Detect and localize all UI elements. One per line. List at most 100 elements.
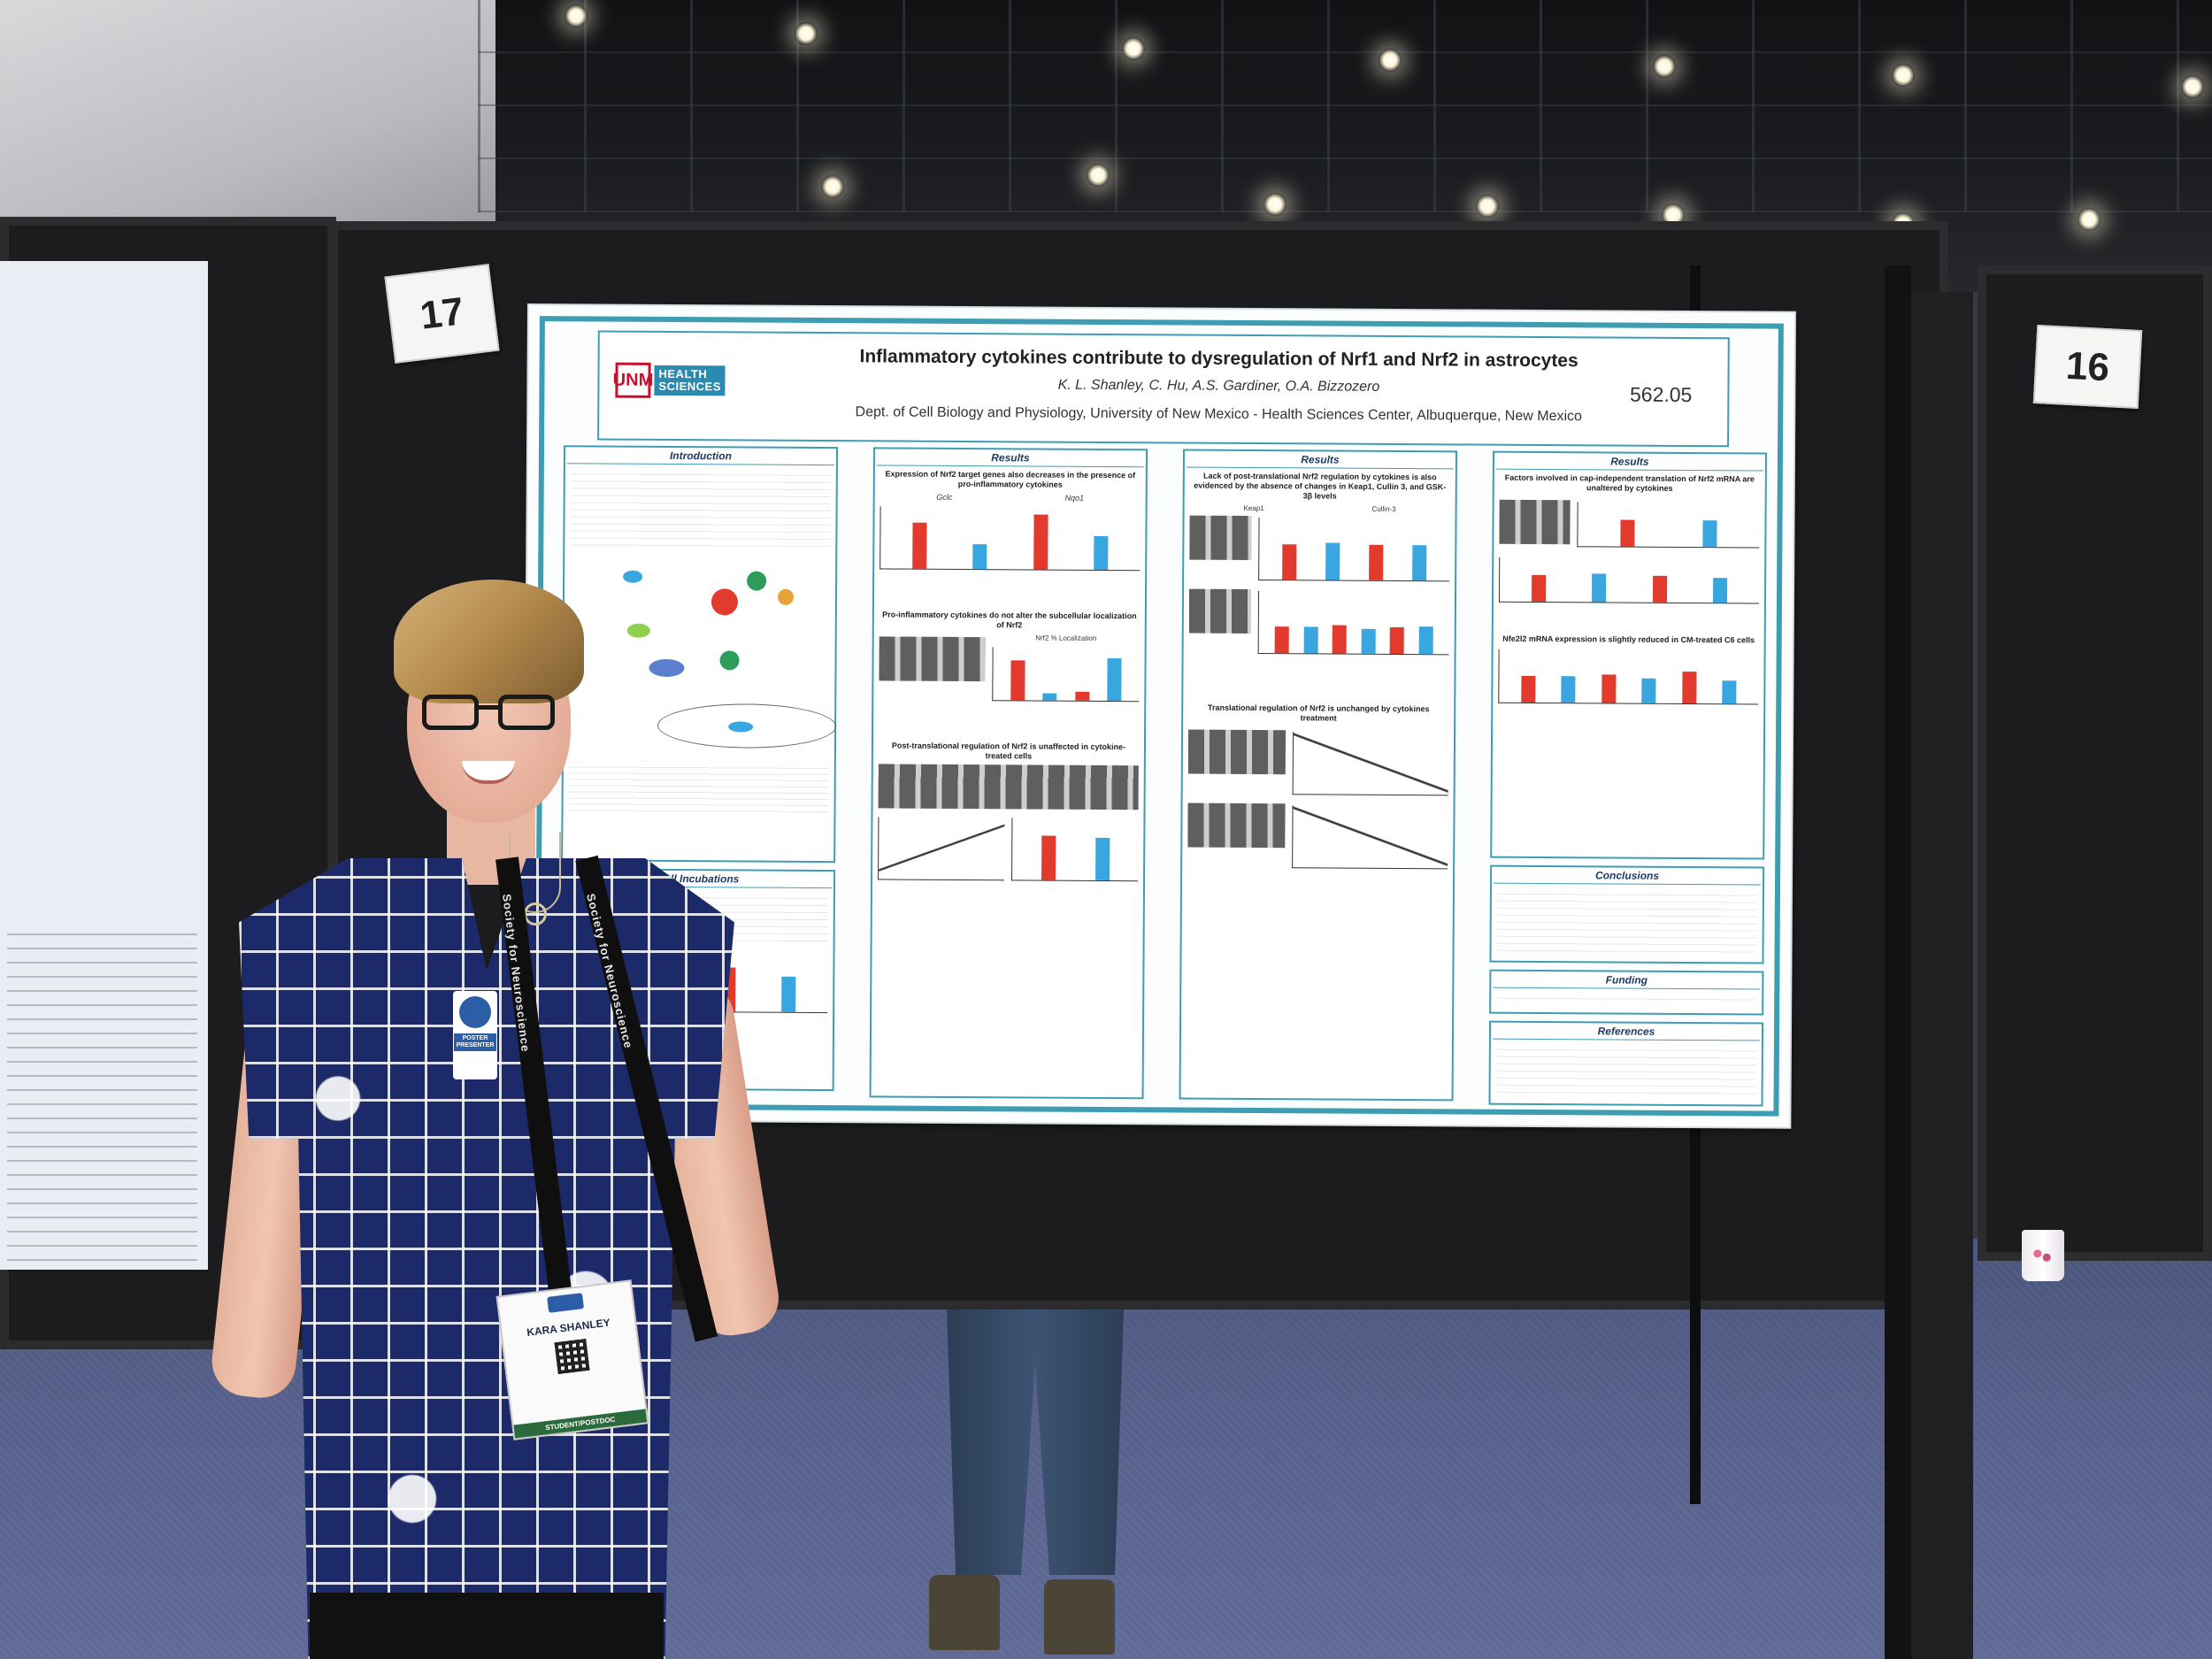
localization-figure bbox=[992, 647, 1140, 703]
figure-bar-treated bbox=[1042, 693, 1057, 701]
figure-bar-control bbox=[1682, 671, 1697, 704]
figure-bar-treated bbox=[1418, 626, 1433, 655]
results-title-2: Results bbox=[1186, 452, 1454, 470]
references-text bbox=[1495, 1042, 1756, 1098]
figure-bar-control bbox=[1010, 660, 1025, 701]
western-blot bbox=[1187, 803, 1286, 849]
introduction-text bbox=[570, 467, 831, 549]
glasses bbox=[422, 695, 559, 733]
target-gene-figure bbox=[879, 506, 1141, 572]
western-blot bbox=[1189, 515, 1252, 560]
name-badge: KARA SHANLEY STUDENT/POSTDOC bbox=[495, 1279, 649, 1440]
figure-bar-treated bbox=[1641, 678, 1656, 703]
board-number-17: 17 bbox=[384, 264, 500, 364]
logo-line-2: SCIENCES bbox=[658, 379, 721, 394]
results-subtitle: Pro-inflammatory cytokines do not alter … bbox=[882, 610, 1137, 630]
logo-mark: UNM bbox=[613, 362, 653, 398]
jeans bbox=[947, 1310, 1124, 1575]
figure-bar-control bbox=[1521, 675, 1536, 703]
figure-bar-control bbox=[1620, 519, 1635, 547]
funding-text bbox=[1496, 991, 1757, 1006]
results-panel-1: Results Expression of Nrf2 target genes … bbox=[869, 447, 1148, 1100]
figure-bar-treated bbox=[1107, 657, 1122, 702]
ribbon-label: POSTER PRESENTER bbox=[454, 1033, 496, 1051]
western-blot bbox=[1187, 729, 1286, 775]
figure-bar-control bbox=[1652, 575, 1667, 603]
ceiling-light bbox=[1379, 49, 1402, 72]
results-subtitle: Post-translational regulation of Nrf2 is… bbox=[891, 741, 1126, 761]
board-post bbox=[1885, 265, 1911, 1659]
badge-logo-icon bbox=[547, 1293, 585, 1313]
eif-ratio-figure bbox=[1498, 557, 1760, 604]
figure-bar-treated bbox=[1722, 680, 1737, 704]
figure-bar-control bbox=[1332, 625, 1348, 654]
ceiling-light bbox=[1263, 193, 1286, 216]
conclusions-text bbox=[1496, 887, 1757, 956]
results-subtitle: Lack of post-translational Nrf2 regulati… bbox=[1194, 471, 1447, 501]
figure-bar-treated bbox=[1094, 837, 1110, 881]
poster-column-4: Results Factors involved in cap-independ… bbox=[1488, 450, 1768, 1114]
ceiling-light bbox=[2181, 75, 2204, 98]
localization-label: Nrf2 % Localization bbox=[1035, 634, 1097, 642]
introduction-title: Introduction bbox=[566, 449, 835, 466]
references-title: References bbox=[1492, 1024, 1761, 1041]
ceiling-light bbox=[795, 22, 818, 45]
ceiling-light bbox=[1122, 37, 1145, 60]
results-subtitle: Nfe2l2 mRNA expression is slightly reduc… bbox=[1502, 634, 1755, 645]
figure-bar-treated bbox=[1411, 545, 1426, 581]
neighbor-poster bbox=[0, 261, 208, 1270]
funding-title: Funding bbox=[1493, 972, 1761, 990]
boot-right bbox=[1044, 1579, 1115, 1655]
ceiling-light bbox=[1892, 64, 1915, 87]
ceiling-truss bbox=[478, 0, 2212, 212]
hair bbox=[394, 580, 584, 703]
western-blot bbox=[878, 764, 1139, 810]
poster-number: 562.05 bbox=[1629, 382, 1693, 407]
necklace-pendant bbox=[524, 902, 547, 926]
figure-bar-control bbox=[1389, 626, 1405, 655]
funding-panel: Funding bbox=[1489, 969, 1764, 1016]
gene-label-nqo1: Nqo1 bbox=[1064, 493, 1085, 503]
ceiling-light bbox=[1653, 55, 1676, 78]
conclusions-title: Conclusions bbox=[1494, 868, 1762, 886]
nfe2l2-figure bbox=[1498, 649, 1759, 705]
person-behind-board bbox=[929, 1310, 1133, 1659]
results-title-1: Results bbox=[876, 450, 1144, 468]
western-blot bbox=[1188, 588, 1252, 634]
neighbor-poster-references bbox=[7, 933, 197, 1261]
conclusions-panel: Conclusions bbox=[1489, 864, 1765, 964]
figure-bar-control bbox=[1282, 544, 1297, 580]
gene-labels: Gclc Nqo1 bbox=[880, 492, 1141, 503]
figure-bar-treated bbox=[1325, 542, 1340, 580]
black-pants bbox=[310, 1593, 664, 1659]
poster-presenter-ribbon: POSTER PRESENTER bbox=[453, 991, 497, 1079]
boot-left bbox=[929, 1575, 1000, 1650]
ceiling-light bbox=[565, 4, 588, 27]
figure-bar-treated bbox=[972, 544, 987, 570]
ceiling-light bbox=[2078, 208, 2101, 231]
figure-bar-treated bbox=[1702, 520, 1717, 548]
protein-label-keap1: Keap1 bbox=[1243, 503, 1264, 513]
western-blot bbox=[1499, 499, 1571, 545]
poster-header: UNM HEALTH SCIENCES Inflammatory cytokin… bbox=[597, 330, 1730, 448]
results-subtitle: Expression of Nrf2 target genes also dec… bbox=[885, 469, 1136, 489]
figure-caption bbox=[1188, 659, 1448, 705]
poster-department: Dept. of Cell Biology and Physiology, Un… bbox=[855, 404, 1583, 425]
figure-bar-treated bbox=[1561, 676, 1576, 703]
right-poster-board bbox=[1978, 265, 2212, 1261]
glasses-bridge bbox=[475, 705, 502, 710]
western-blot bbox=[879, 636, 986, 682]
results-panel-3: Results Factors involved in cap-independ… bbox=[1490, 450, 1768, 860]
figure-caption bbox=[879, 705, 1139, 742]
figure-bar-control bbox=[1041, 835, 1056, 880]
results-subtitle: Factors involved in cap-independent tran… bbox=[1504, 472, 1755, 493]
keap1-cullin-figure bbox=[1258, 518, 1450, 582]
badge-name: KARA SHANLEY bbox=[526, 1316, 611, 1340]
badge-qr-code-icon bbox=[554, 1338, 590, 1375]
figure-caption bbox=[879, 574, 1140, 611]
figure-bar-control bbox=[1532, 574, 1547, 603]
results-title-3: Results bbox=[1495, 454, 1763, 472]
poster-column-3: Results Lack of post-translational Nrf2 … bbox=[1179, 449, 1458, 1109]
glasses-lens-left bbox=[422, 695, 479, 730]
ceiling-light bbox=[1476, 195, 1499, 218]
